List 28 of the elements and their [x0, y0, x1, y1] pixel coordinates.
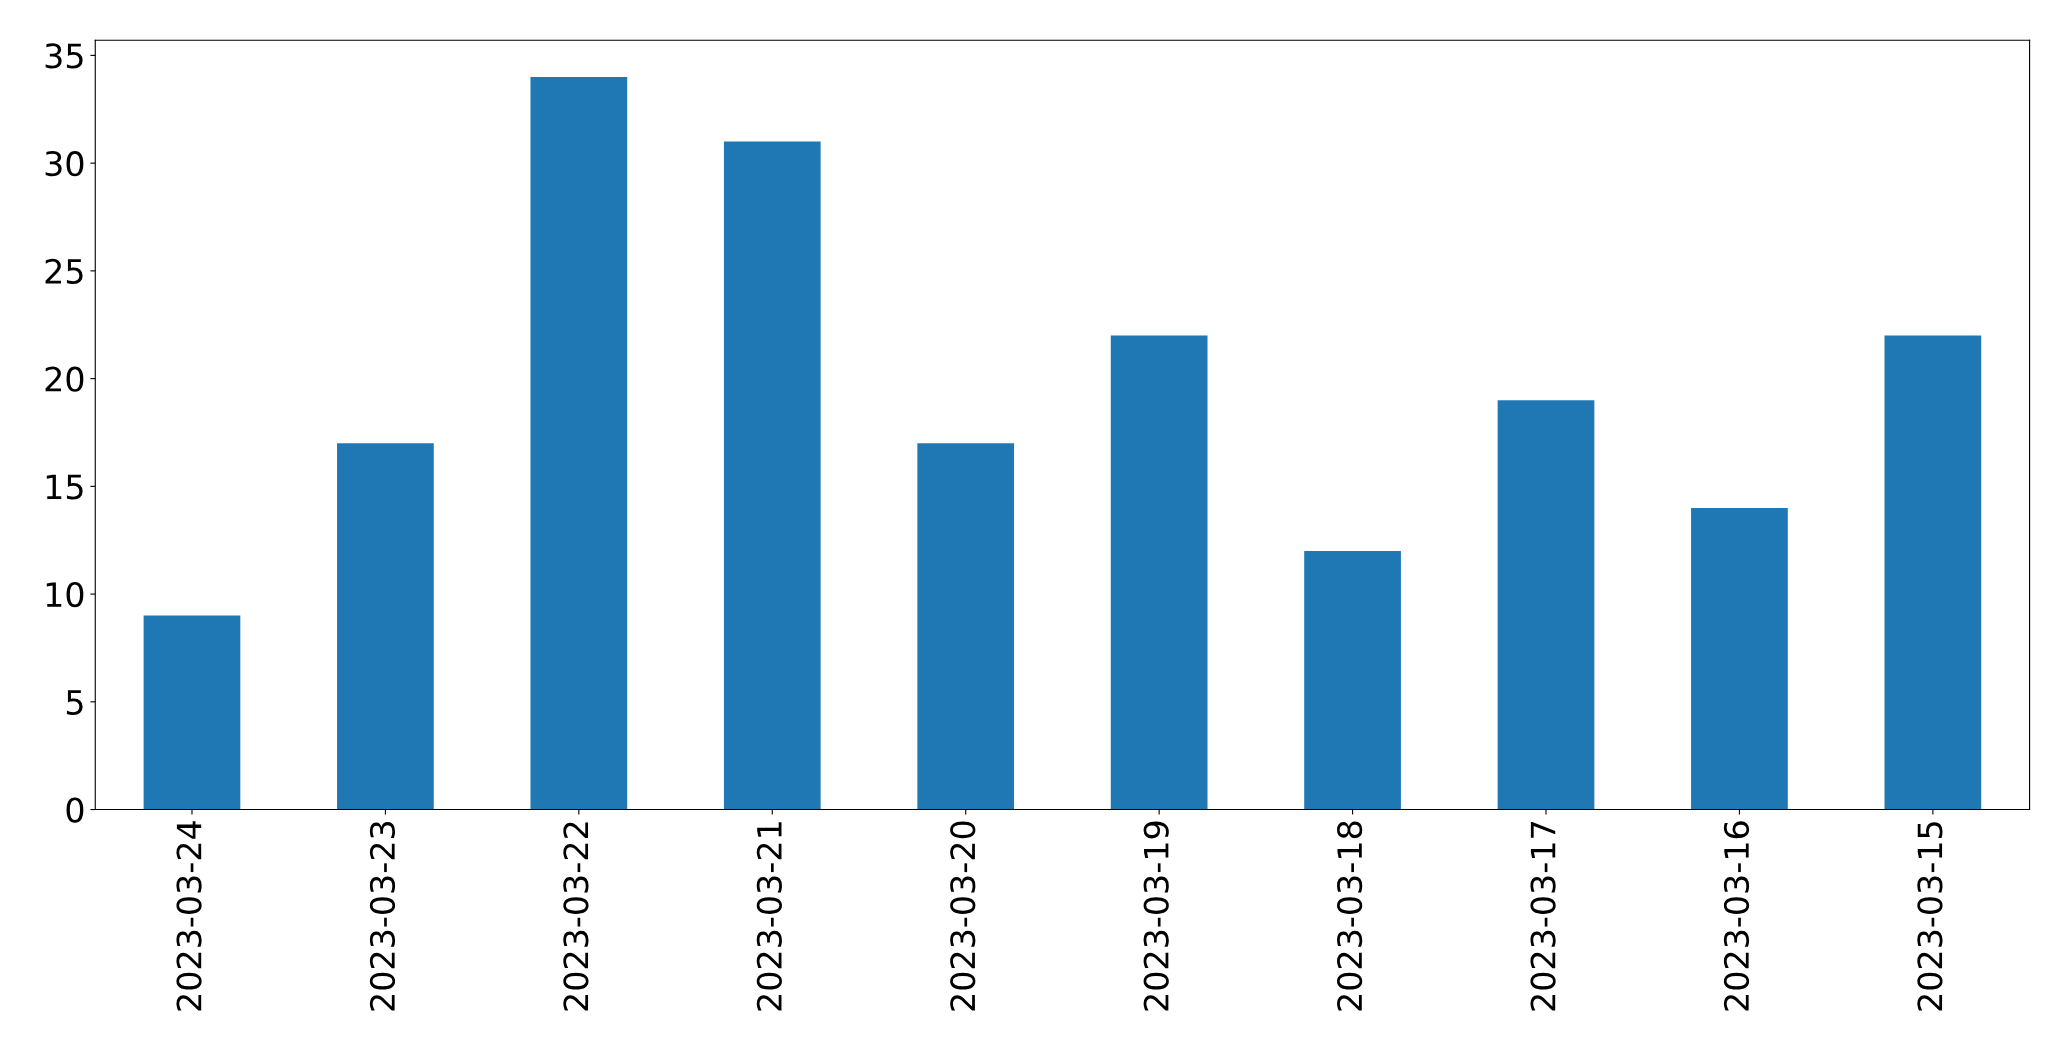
x-tick-label: 2023-03-21	[756, 822, 782, 1011]
bar	[337, 443, 434, 810]
bar	[1304, 550, 1401, 810]
y-tick-label: 5	[66, 690, 83, 715]
x-tick-label: 2023-03-16	[1723, 821, 1750, 1011]
bar	[530, 76, 628, 810]
y-tick-label: 30	[45, 151, 84, 177]
x-tick-label: 2023-03-17	[1530, 822, 1556, 1011]
x-tick-label: 2023-03-15	[1917, 822, 1943, 1011]
x-tick-label: 2023-03-24	[176, 821, 202, 1011]
y-tick-label: 35	[45, 43, 83, 69]
y-tick-label: 25	[45, 258, 83, 285]
x-tick-label: 2023-03-20	[950, 821, 976, 1011]
bar	[917, 443, 1015, 810]
bar	[1110, 335, 1208, 810]
bar	[1497, 400, 1595, 810]
y-tick-label: 20	[45, 366, 84, 392]
bar	[1884, 335, 1982, 810]
bar	[1691, 507, 1788, 810]
x-tick-label: 2023-03-19	[1143, 821, 1169, 1011]
bar	[143, 615, 241, 810]
x-tick-label: 2023-03-23	[369, 821, 396, 1011]
x-tick-label: 2023-03-22	[563, 822, 589, 1011]
y-tick-label: 0	[66, 797, 84, 823]
x-tick-label: 2023-03-18	[1337, 821, 1363, 1011]
y-tick-label: 15	[46, 474, 83, 500]
y-tick-label: 10	[46, 582, 84, 608]
bar	[723, 141, 821, 810]
